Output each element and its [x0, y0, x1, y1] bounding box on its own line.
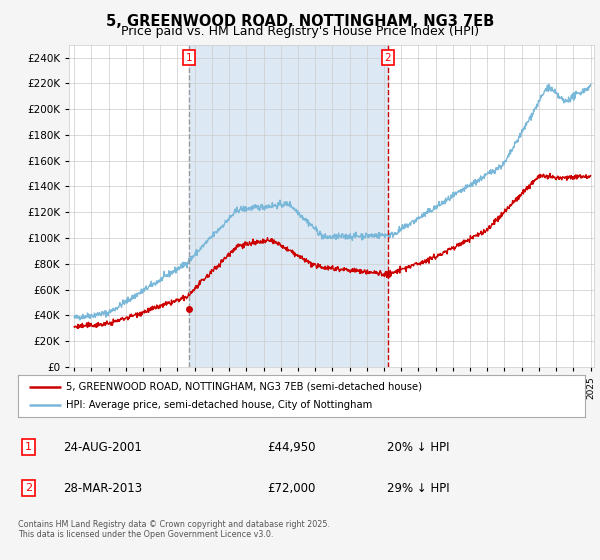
Bar — [188, 45, 388, 367]
Text: 5, GREENWOOD ROAD, NOTTINGHAM, NG3 7EB: 5, GREENWOOD ROAD, NOTTINGHAM, NG3 7EB — [106, 14, 494, 29]
Text: 24-AUG-2001: 24-AUG-2001 — [64, 441, 142, 454]
Text: £44,950: £44,950 — [268, 441, 316, 454]
Text: Contains HM Land Registry data © Crown copyright and database right 2025.
This d: Contains HM Land Registry data © Crown c… — [18, 520, 330, 539]
Text: 2: 2 — [25, 483, 32, 493]
Text: 28-MAR-2013: 28-MAR-2013 — [64, 482, 142, 494]
Text: 20% ↓ HPI: 20% ↓ HPI — [386, 441, 449, 454]
Text: 1: 1 — [185, 53, 192, 63]
Text: 29% ↓ HPI: 29% ↓ HPI — [386, 482, 449, 494]
Text: £72,000: £72,000 — [268, 482, 316, 494]
Text: Price paid vs. HM Land Registry's House Price Index (HPI): Price paid vs. HM Land Registry's House … — [121, 25, 479, 38]
Text: HPI: Average price, semi-detached house, City of Nottingham: HPI: Average price, semi-detached house,… — [66, 400, 373, 410]
Text: 2: 2 — [385, 53, 391, 63]
Text: 1: 1 — [25, 442, 32, 452]
Text: 5, GREENWOOD ROAD, NOTTINGHAM, NG3 7EB (semi-detached house): 5, GREENWOOD ROAD, NOTTINGHAM, NG3 7EB (… — [66, 382, 422, 392]
